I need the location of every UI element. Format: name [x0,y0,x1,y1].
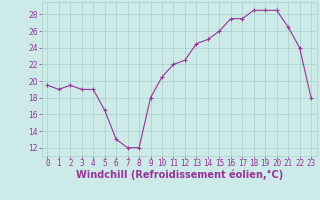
X-axis label: Windchill (Refroidissement éolien,°C): Windchill (Refroidissement éolien,°C) [76,170,283,180]
